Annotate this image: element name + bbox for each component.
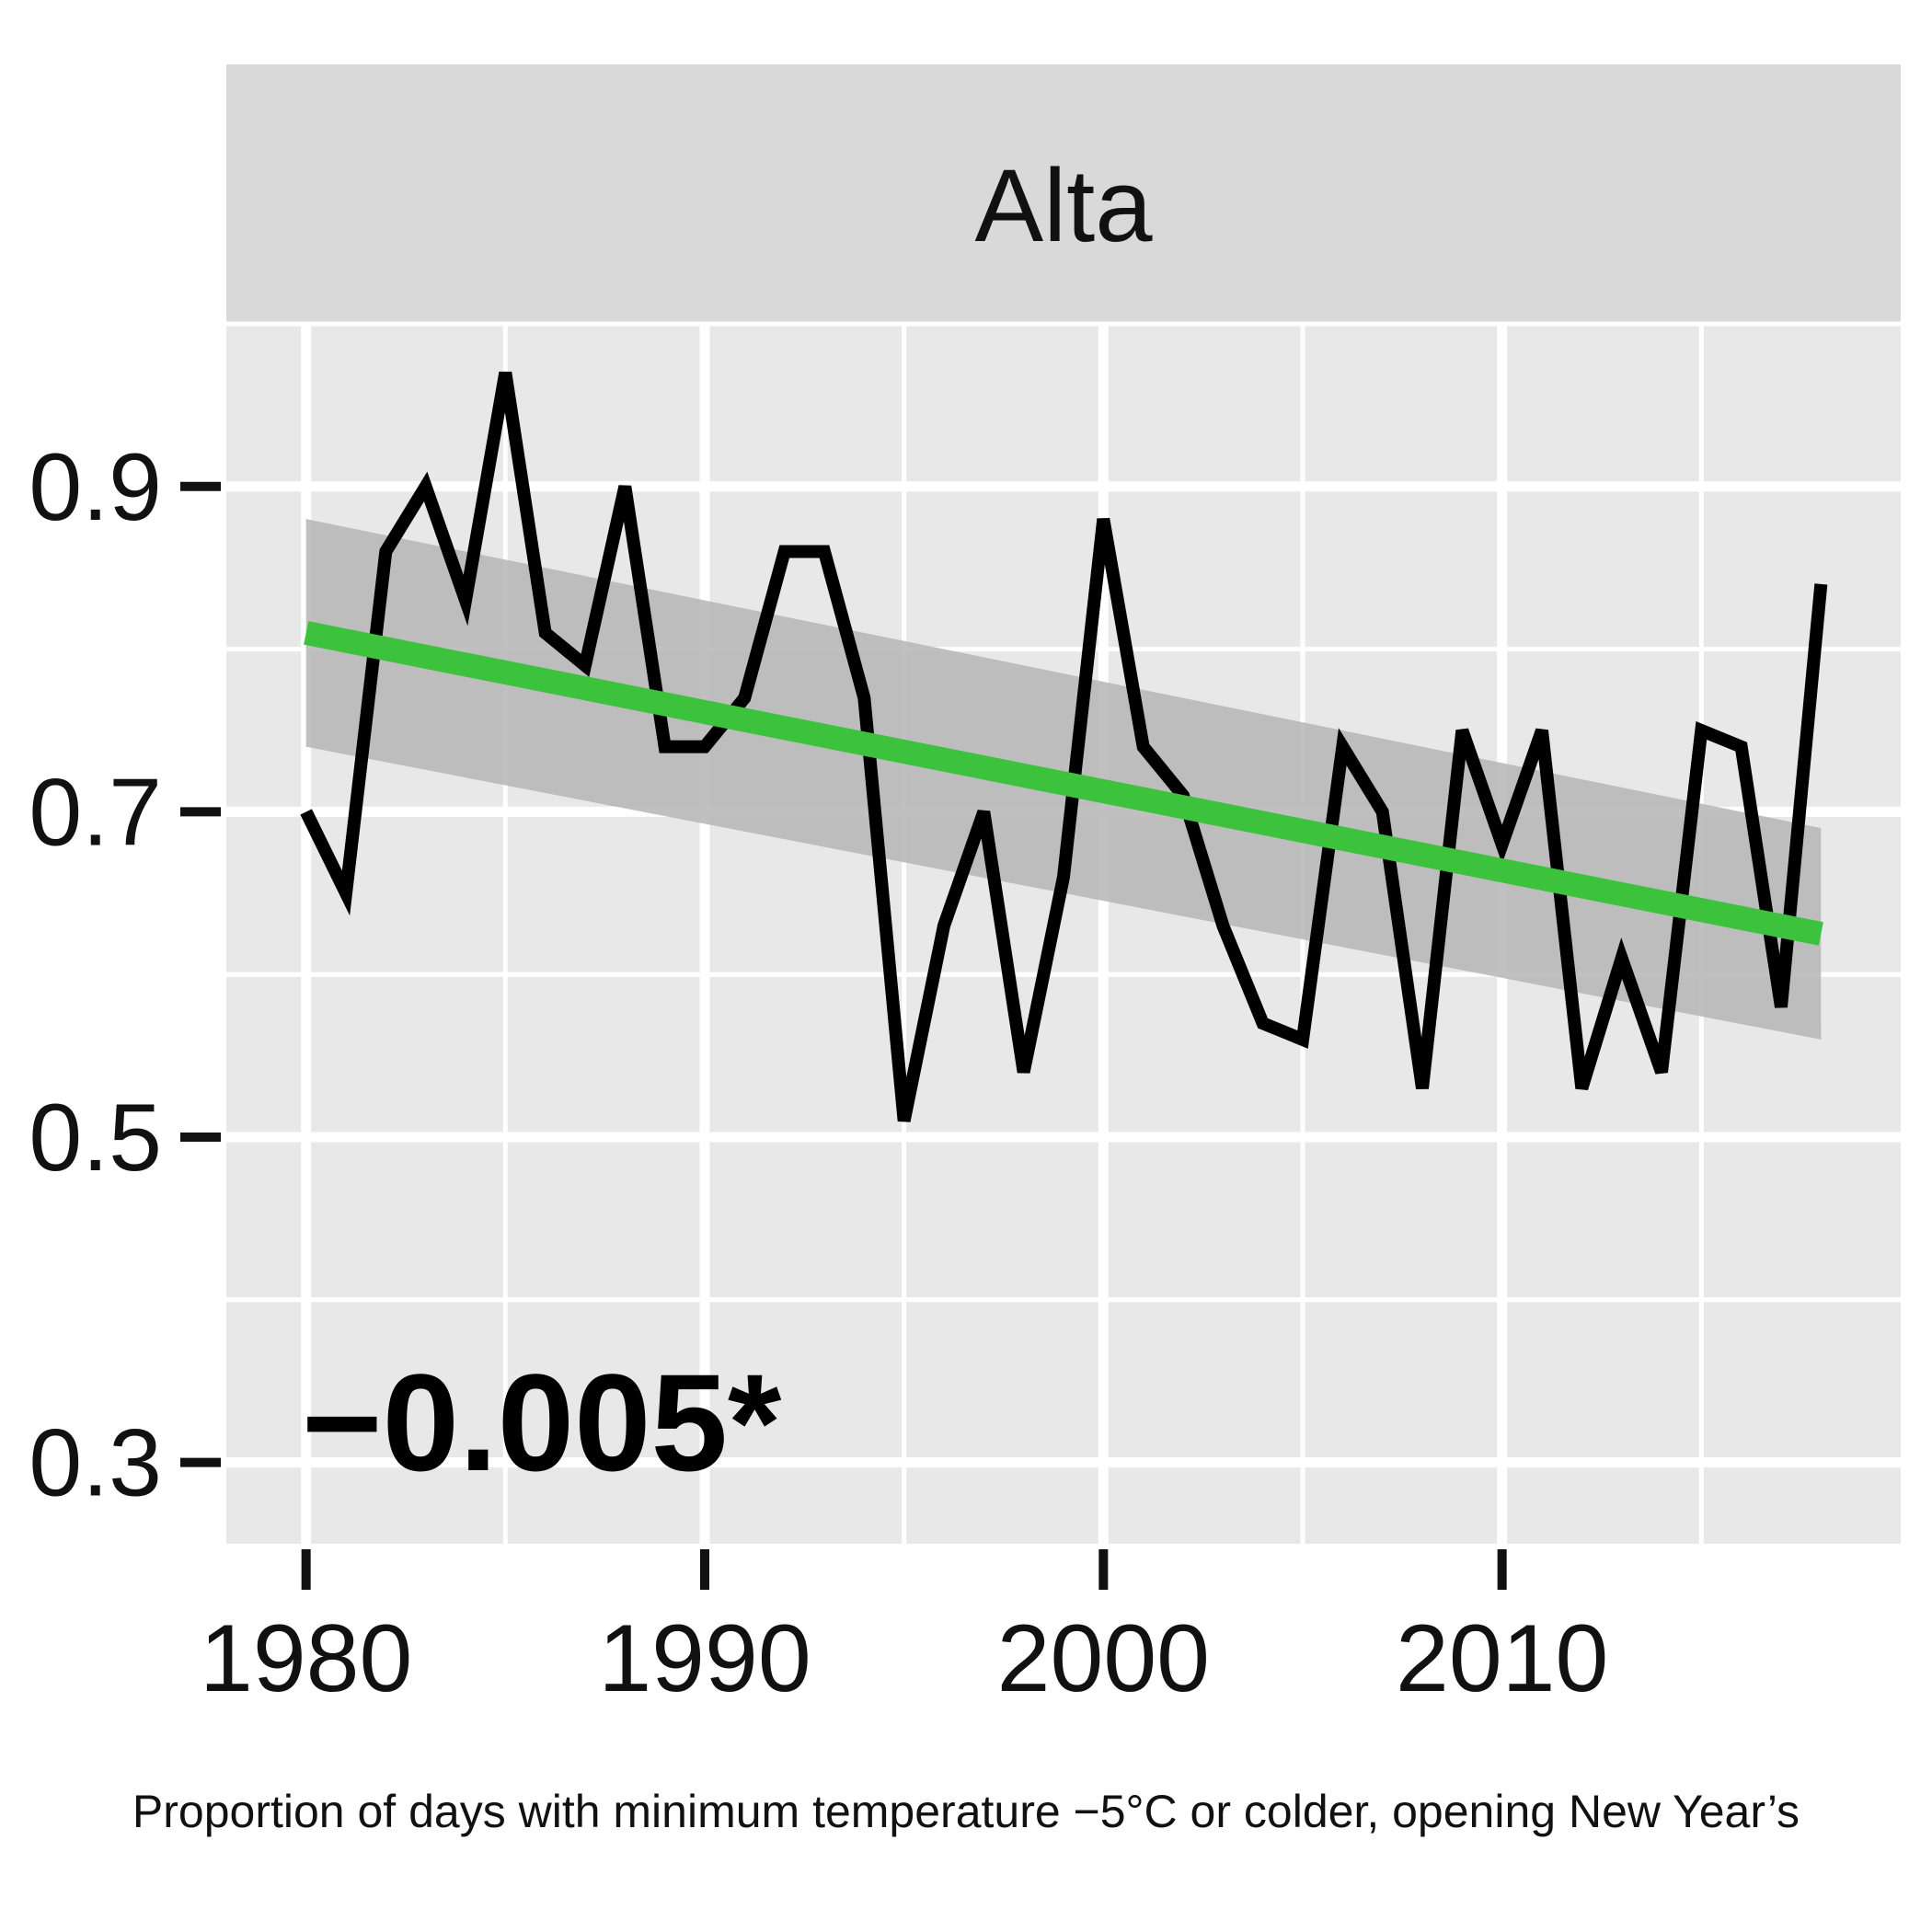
x-tick-label: 2010 xyxy=(1396,1605,1608,1712)
x-axis: 1980 1990 2000 2010 xyxy=(200,1549,1608,1712)
x-tick-label: 2000 xyxy=(997,1605,1210,1712)
y-tick-label: 0.9 xyxy=(29,434,162,541)
panel-title: Alta xyxy=(975,148,1154,263)
trend-line xyxy=(304,621,1823,946)
x-tick-label: 1990 xyxy=(598,1605,811,1712)
chart-caption: Proportion of days with minimum temperat… xyxy=(132,1786,1800,1837)
x-tick-label: 1980 xyxy=(200,1605,412,1712)
y-tick-label: 0.3 xyxy=(29,1410,162,1517)
y-tick-label: 0.7 xyxy=(29,759,162,866)
strip-background xyxy=(226,64,1901,324)
y-axis: 0.3 0.5 0.7 0.9 xyxy=(29,434,221,1517)
y-tick-label: 0.5 xyxy=(29,1085,162,1191)
data-series-line xyxy=(300,371,1828,1122)
trend-annotation: −0.005* xyxy=(302,1345,782,1500)
